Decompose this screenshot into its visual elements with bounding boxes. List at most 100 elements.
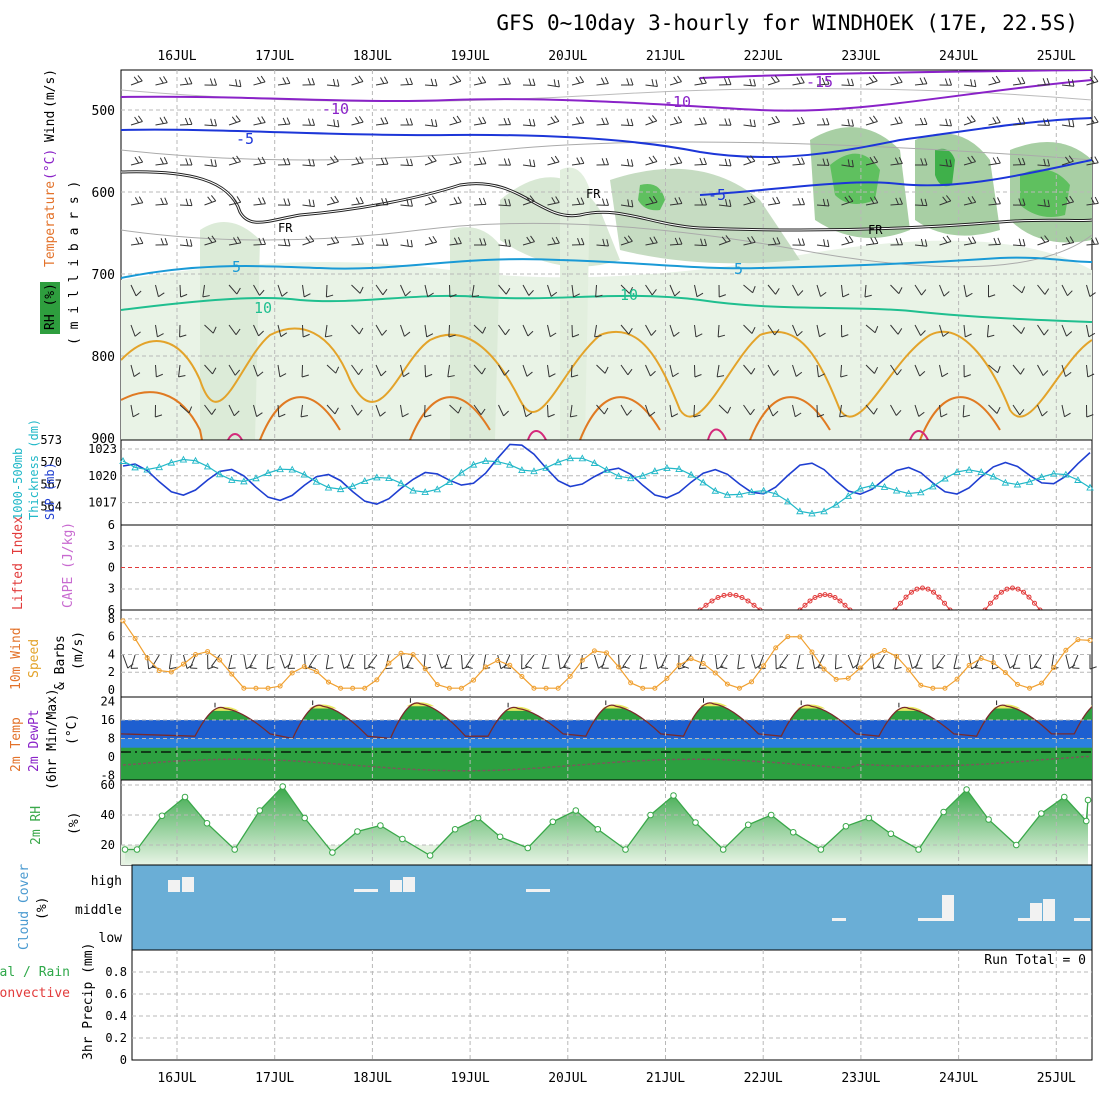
rh-marker — [550, 819, 556, 825]
wind-barb — [915, 124, 927, 125]
slp-tick: 1020 — [88, 469, 117, 483]
upper-air-panel: -15 -10 -10 -5 -5 FR FR FR 5 5 10 10 500… — [40, 69, 1098, 447]
contour-label-m5-b: -5 — [708, 186, 726, 204]
bottom-date-label: 18JUL — [353, 1071, 392, 1086]
bottom-date-label: 19JUL — [451, 1071, 490, 1086]
slp-ylabel-thickness: 1000-500mb — [11, 448, 25, 520]
precip-tick: 0.2 — [105, 1031, 127, 1045]
cloud-bar — [1030, 903, 1042, 921]
wind-barb — [474, 204, 486, 205]
pressure-tick: 800 — [92, 350, 115, 365]
wind-ylabel: 10m Wind Speed & Barbs (m/s) — [9, 627, 86, 690]
bottom-date-label: 23JUL — [841, 1071, 880, 1086]
cloud-bar — [1043, 899, 1055, 921]
pressure-tick: 600 — [92, 186, 115, 201]
rh-marker — [257, 808, 263, 814]
cloud-bar — [182, 877, 194, 892]
rh-marker — [475, 815, 481, 821]
upper-ylabel: RH (%) Temperature (°C) Wind (m/s) ( m i… — [40, 69, 82, 345]
top-date-label: 17JUL — [255, 49, 294, 64]
top-date-label: 20JUL — [548, 49, 587, 64]
wind-barb — [695, 245, 707, 246]
wind-tick: 6 — [108, 630, 115, 644]
rh-marker — [400, 836, 406, 842]
wind-barb — [695, 164, 707, 165]
precip-ylabel-conv: Convective — [0, 986, 70, 1001]
rh-marker — [159, 813, 165, 819]
rh-marker — [866, 815, 872, 821]
upper-ylabel-rh: RH (%) — [43, 283, 58, 330]
rh-marker — [941, 809, 947, 815]
wind-barb — [621, 125, 633, 126]
rh-marker — [693, 820, 699, 826]
upper-ylabel-temp: Temperature — [43, 181, 58, 267]
cape-tick: 3 — [108, 582, 115, 596]
cloud-bar — [918, 918, 942, 921]
wind-barb-flag — [229, 668, 236, 669]
cloud-bar — [403, 877, 415, 892]
upper-ylabel-millibars: ( m i l l i b a r s ) — [67, 181, 82, 345]
top-date-label: 21JUL — [646, 49, 685, 64]
chart-title: GFS 0~10day 3-hourly for WINDHOEK (17E, … — [496, 11, 1078, 35]
rh-marker — [843, 823, 849, 829]
rh-marker — [204, 820, 210, 826]
contour-label-fr-c: FR — [868, 223, 883, 237]
contour-label-p5-b: 5 — [734, 260, 743, 278]
wind-barb — [694, 405, 695, 417]
contour-label-p10: 10 — [254, 299, 272, 317]
rh-marker — [595, 826, 601, 832]
wind-barb — [425, 365, 426, 377]
rh-marker — [355, 829, 361, 835]
rh-marker — [330, 850, 336, 856]
wind-barb-flag — [1072, 668, 1079, 669]
rh-marker — [790, 829, 796, 835]
wind-ylabel-d: (m/s) — [71, 631, 86, 670]
rh-tick: 60 — [101, 778, 115, 792]
pressure-tick: 500 — [92, 104, 115, 119]
slp-panel-frame — [121, 440, 1092, 525]
rh-ylabel-b: (%) — [67, 812, 82, 835]
precip-ylabel-mm: 3hr Precip (mm) — [81, 943, 96, 1060]
wind-tick: 8 — [108, 612, 115, 626]
top-date-label: 22JUL — [744, 49, 783, 64]
wind-tick: 4 — [108, 647, 115, 661]
wind-barb — [180, 205, 192, 206]
rh-tick: 40 — [101, 808, 115, 822]
rh-marker — [1062, 794, 1068, 800]
temp-ylabel-d: (°C) — [65, 714, 80, 745]
temp-ylabel-b: 2m DewPt — [27, 709, 42, 772]
cloud-bar — [168, 880, 180, 892]
wind-barb — [180, 285, 181, 297]
contour-label-fr: FR — [278, 221, 293, 235]
cloud-level-low: low — [99, 931, 123, 946]
wind-barb-flag — [1095, 157, 1098, 163]
wind-barb — [449, 325, 450, 337]
contour-label-m15: -15 — [806, 73, 833, 91]
rh-marker — [745, 822, 751, 828]
rh-marker — [1085, 797, 1091, 803]
rh-marker — [232, 847, 238, 853]
cape-tick: 3 — [108, 539, 115, 553]
contour-label-p5: 5 — [232, 258, 241, 276]
top-date-label: 19JUL — [451, 49, 490, 64]
wind-barb-flag — [1095, 197, 1098, 203]
precip-ylabel-total: Total / Rain — [0, 965, 70, 980]
cape-ylabel: Lifted Index CAPE (J/kg) — [11, 516, 76, 610]
wind-barb — [180, 124, 192, 125]
precip-tick: 0.4 — [105, 1009, 127, 1023]
contour-label-m10-b: -10 — [664, 93, 691, 111]
rh-marker — [452, 826, 458, 832]
precip-tick: 0.8 — [105, 965, 127, 979]
rh-tick: 20 — [101, 838, 115, 852]
rh-marker — [378, 823, 384, 829]
wind-ylabel-c: & Barbs — [53, 635, 68, 690]
contour-label-m10: -10 — [322, 100, 349, 118]
rh-marker — [302, 815, 308, 821]
contour-label-p10-b: 10 — [620, 286, 638, 304]
